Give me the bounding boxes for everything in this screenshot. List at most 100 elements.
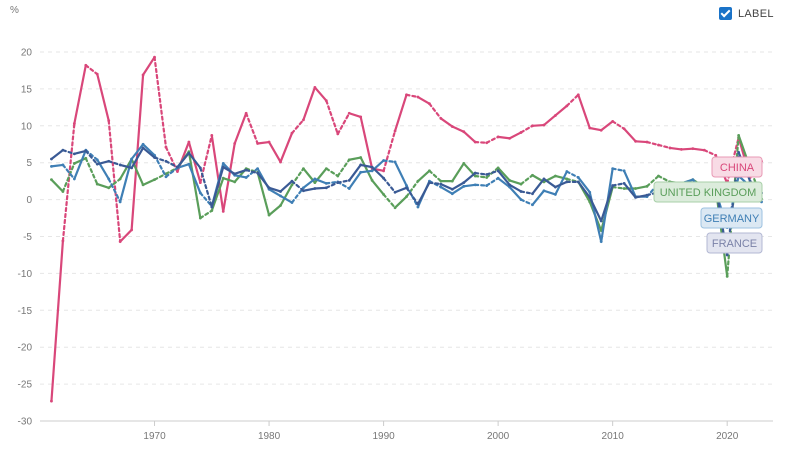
data-point-china[interactable] — [176, 170, 179, 173]
data-point-united-kingdom[interactable] — [72, 162, 76, 165]
data-point-germany[interactable] — [405, 184, 408, 187]
data-point-united-kingdom[interactable] — [61, 190, 65, 193]
data-point-united-kingdom[interactable] — [347, 158, 351, 162]
data-point-germany[interactable] — [611, 167, 615, 171]
data-point-france[interactable] — [645, 193, 649, 197]
data-point-china[interactable] — [347, 111, 351, 115]
data-point-france[interactable] — [267, 186, 271, 190]
data-point-china[interactable] — [679, 148, 683, 151]
data-point-france[interactable] — [244, 168, 248, 172]
label-toggle[interactable]: LABEL — [719, 7, 774, 20]
data-point-germany[interactable] — [244, 176, 248, 179]
data-point-china[interactable] — [84, 63, 88, 67]
data-point-china[interactable] — [302, 118, 305, 122]
data-point-france[interactable] — [84, 149, 88, 153]
data-point-china[interactable] — [508, 136, 511, 140]
data-point-china[interactable] — [439, 117, 443, 120]
data-point-china[interactable] — [72, 122, 76, 125]
data-point-united-kingdom[interactable] — [634, 187, 637, 190]
data-point-france[interactable] — [611, 184, 615, 187]
data-point-france[interactable] — [359, 163, 363, 167]
data-point-germany[interactable] — [72, 177, 76, 181]
data-point-germany[interactable] — [370, 169, 374, 173]
data-point-china[interactable] — [542, 123, 546, 127]
data-point-france[interactable] — [519, 190, 523, 193]
data-point-china[interactable] — [187, 140, 191, 144]
data-point-china[interactable] — [634, 139, 637, 143]
data-point-germany[interactable] — [450, 192, 454, 196]
data-point-china[interactable] — [622, 127, 626, 131]
data-point-france[interactable] — [428, 181, 431, 185]
data-point-france[interactable] — [462, 181, 466, 185]
data-point-china[interactable] — [153, 55, 156, 59]
data-point-germany[interactable] — [130, 157, 134, 161]
data-point-france[interactable] — [496, 169, 500, 173]
data-point-france[interactable] — [473, 171, 477, 175]
data-point-united-kingdom[interactable] — [725, 274, 729, 278]
data-point-france[interactable] — [313, 187, 317, 190]
data-point-united-kingdom[interactable] — [473, 174, 477, 178]
data-point-china[interactable] — [61, 239, 65, 243]
data-point-united-kingdom[interactable] — [450, 179, 454, 183]
data-point-france[interactable] — [118, 163, 122, 167]
data-point-france[interactable] — [130, 166, 134, 170]
data-point-united-kingdom[interactable] — [84, 156, 88, 160]
data-point-germany[interactable] — [107, 177, 111, 181]
data-point-china[interactable] — [576, 93, 580, 97]
data-point-france[interactable] — [61, 148, 65, 152]
data-point-france[interactable] — [599, 219, 603, 223]
data-point-united-kingdom[interactable] — [141, 183, 145, 187]
data-point-china[interactable] — [473, 140, 477, 144]
data-point-france[interactable] — [565, 180, 569, 184]
data-point-china[interactable] — [95, 72, 99, 76]
data-point-france[interactable] — [725, 253, 729, 257]
data-point-china[interactable] — [221, 210, 225, 213]
data-point-germany[interactable] — [691, 178, 695, 182]
data-point-china[interactable] — [657, 143, 660, 147]
data-point-china[interactable] — [359, 115, 363, 119]
data-point-germany[interactable] — [290, 201, 294, 204]
data-point-germany[interactable] — [198, 191, 202, 195]
data-point-china[interactable] — [416, 95, 420, 99]
data-point-united-kingdom[interactable] — [153, 178, 156, 182]
data-point-china[interactable] — [324, 99, 328, 103]
data-point-united-kingdom[interactable] — [359, 156, 363, 159]
data-point-united-kingdom[interactable] — [95, 182, 99, 186]
data-point-china[interactable] — [519, 131, 523, 134]
data-point-germany[interactable] — [531, 203, 534, 207]
data-point-france[interactable] — [450, 187, 454, 191]
data-point-germany[interactable] — [221, 162, 225, 165]
data-point-germany[interactable] — [439, 185, 443, 189]
data-point-france[interactable] — [508, 183, 511, 187]
end-labels[interactable]: CHINA UNITED KINGDOM GERMANY FRANCE — [653, 156, 763, 254]
data-point-china[interactable] — [702, 148, 706, 152]
data-point-china[interactable] — [553, 114, 557, 117]
data-point-china[interactable] — [611, 119, 615, 123]
data-point-united-kingdom[interactable] — [405, 195, 408, 199]
data-point-china[interactable] — [496, 135, 500, 139]
data-point-france[interactable] — [141, 146, 145, 150]
data-point-france[interactable] — [588, 195, 592, 199]
data-point-germany[interactable] — [496, 176, 500, 180]
data-point-france[interactable] — [336, 181, 340, 185]
data-point-germany[interactable] — [313, 177, 317, 181]
data-point-france[interactable] — [542, 177, 546, 181]
data-point-germany[interactable] — [187, 162, 191, 166]
data-point-china[interactable] — [691, 147, 695, 151]
data-point-germany[interactable] — [61, 163, 65, 167]
data-point-china[interactable] — [714, 153, 718, 157]
data-point-china[interactable] — [462, 130, 466, 134]
data-point-france[interactable] — [290, 179, 294, 183]
data-point-china[interactable] — [428, 102, 431, 106]
data-point-germany[interactable] — [416, 205, 420, 209]
data-point-china[interactable] — [393, 129, 397, 133]
data-point-united-kingdom[interactable] — [737, 133, 741, 137]
data-point-france[interactable] — [210, 205, 214, 209]
data-point-france[interactable] — [324, 186, 328, 190]
data-point-germany[interactable] — [565, 170, 569, 173]
data-point-china[interactable] — [668, 146, 672, 150]
data-point-united-kingdom[interactable] — [336, 174, 340, 178]
data-point-france[interactable] — [153, 156, 156, 159]
data-point-france[interactable] — [107, 159, 111, 163]
data-point-france[interactable] — [439, 182, 443, 186]
